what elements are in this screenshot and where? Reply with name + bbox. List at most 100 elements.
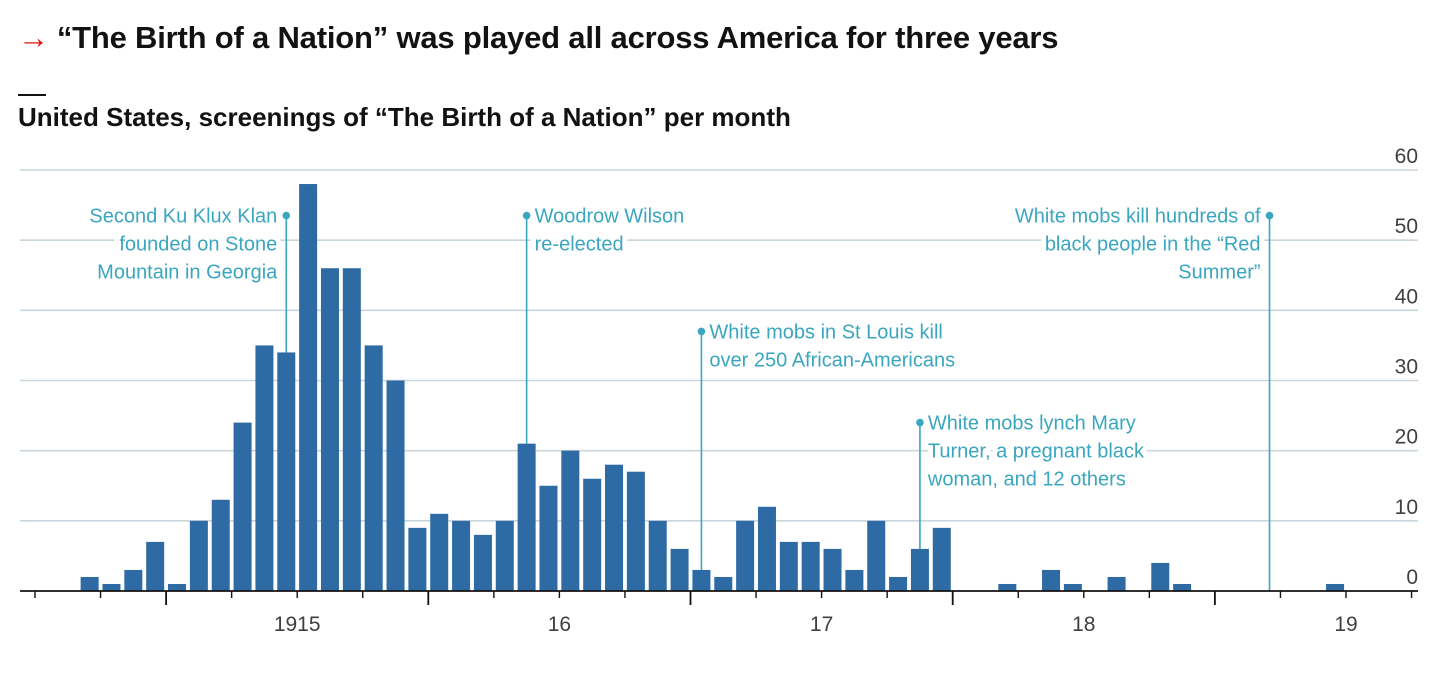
annotation-label: Mountain in Georgia [97, 262, 278, 284]
bar [1063, 583, 1082, 591]
bar [408, 527, 427, 591]
annotation-label: White mobs in St Louis kill [709, 321, 942, 343]
arrow-icon: → [18, 20, 49, 55]
annotation-halo: re-elected [535, 234, 624, 256]
annotation-marker [522, 211, 531, 220]
y-tick-label: 10 [1395, 496, 1418, 519]
y-tick-label: 30 [1395, 356, 1418, 379]
annotation-label: White mobs lynch Mary [928, 413, 1136, 435]
bar [561, 450, 580, 591]
bar [626, 471, 645, 591]
annotation-halo: White mobs kill hundreds of [1015, 206, 1261, 228]
bar [910, 548, 929, 591]
x-tick-label: 1915 [274, 613, 321, 636]
annotation-halo: over 250 African-Americans [709, 349, 955, 371]
x-tick-label: 17 [810, 613, 833, 636]
bar [1042, 569, 1061, 591]
annotation-label: re-elected [535, 234, 624, 256]
x-tick-label: 16 [548, 613, 571, 636]
bar [364, 345, 383, 591]
annotation-marker [697, 327, 706, 336]
y-tick-label: 0 [1406, 566, 1418, 589]
bar [736, 520, 755, 591]
bar [692, 569, 711, 591]
bar [233, 422, 252, 591]
bar [320, 268, 339, 591]
bar [452, 520, 471, 591]
bar [932, 527, 951, 591]
bars [80, 184, 1345, 592]
bar [386, 380, 405, 591]
annotation-label: White mobs kill hundreds of [1015, 206, 1261, 228]
bar [342, 268, 361, 591]
bar [473, 534, 492, 591]
annotation-label: woman, and 12 others [927, 469, 1126, 491]
y-tick-label: 20 [1395, 426, 1418, 449]
annotation-marker [282, 211, 291, 220]
annotation-halo: Summer” [1178, 262, 1260, 284]
annotation-label: over 250 African-Americans [709, 349, 955, 371]
bar [867, 520, 886, 591]
y-tick-label: 50 [1395, 215, 1418, 238]
bar [255, 345, 274, 591]
annotation-halo: Woodrow Wilson [535, 206, 685, 228]
bar [299, 184, 318, 592]
bar [998, 583, 1017, 591]
bar [430, 513, 449, 591]
bar [80, 576, 99, 591]
bar [757, 506, 776, 591]
bar [539, 485, 558, 591]
bar [189, 520, 208, 591]
bar [517, 443, 536, 591]
bar [1107, 576, 1126, 591]
x-tick-label: 19 [1334, 613, 1357, 636]
bar [1173, 583, 1192, 591]
bar [648, 520, 667, 591]
bar [124, 569, 143, 591]
title-rule [18, 94, 46, 96]
bar [889, 576, 908, 591]
annotation-label: Summer” [1178, 262, 1260, 284]
annotation-label: Second Ku Klux Klan [89, 206, 277, 228]
bar [277, 352, 296, 591]
annotation-halo: Turner, a pregnant black [928, 441, 1145, 463]
annotation-halo: White mobs lynch Mary [928, 413, 1136, 435]
annotation-halo: Second Ku Klux Klan [89, 206, 277, 228]
gridlines [20, 169, 1418, 522]
annotations: Second Ku Klux Klan founded on Stone Mount… [84, 201, 1274, 591]
bar [102, 583, 121, 591]
bar [670, 548, 689, 591]
annotation-halo: White mobs in St Louis kill [709, 321, 942, 343]
bar [779, 541, 798, 591]
annotation-halo: black people in the “Red [1045, 234, 1261, 256]
x-axis: 1915 16 17 18 19 [20, 590, 1418, 636]
annotation-marker [916, 418, 924, 427]
bar [583, 478, 602, 591]
chart-subtitle: United States, screenings of “The Birth … [18, 102, 791, 132]
bar [845, 569, 864, 591]
annotation-halo: woman, and 12 others [927, 469, 1126, 491]
bar [168, 583, 187, 591]
bar [714, 576, 733, 591]
bar [146, 541, 165, 591]
annotation-halo: Mountain in Georgia [97, 262, 278, 284]
bar [801, 541, 820, 591]
y-tick-labels: 0 10 20 30 40 50 60 [1395, 145, 1418, 589]
bar [211, 499, 230, 591]
annotation-label: founded on Stone [119, 234, 277, 256]
bar [1151, 562, 1170, 591]
annotation-marker [1265, 211, 1274, 220]
chart-title: → “The Birth of a Nation” was played all … [18, 20, 1059, 56]
chart-title-text: “The Birth of a Nation” was played all a… [56, 20, 1059, 55]
bar [495, 520, 514, 591]
annotation-halo: founded on Stone [119, 234, 277, 256]
annotation-label: Turner, a pregnant black [928, 441, 1145, 463]
annotation-label: Woodrow Wilson [535, 206, 685, 228]
bar [1326, 583, 1345, 591]
annotation-label: black people in the “Red [1045, 234, 1261, 256]
y-tick-label: 40 [1395, 285, 1418, 308]
bar [605, 464, 624, 591]
x-tick-label: 18 [1072, 613, 1095, 636]
y-tick-label: 60 [1395, 145, 1418, 168]
